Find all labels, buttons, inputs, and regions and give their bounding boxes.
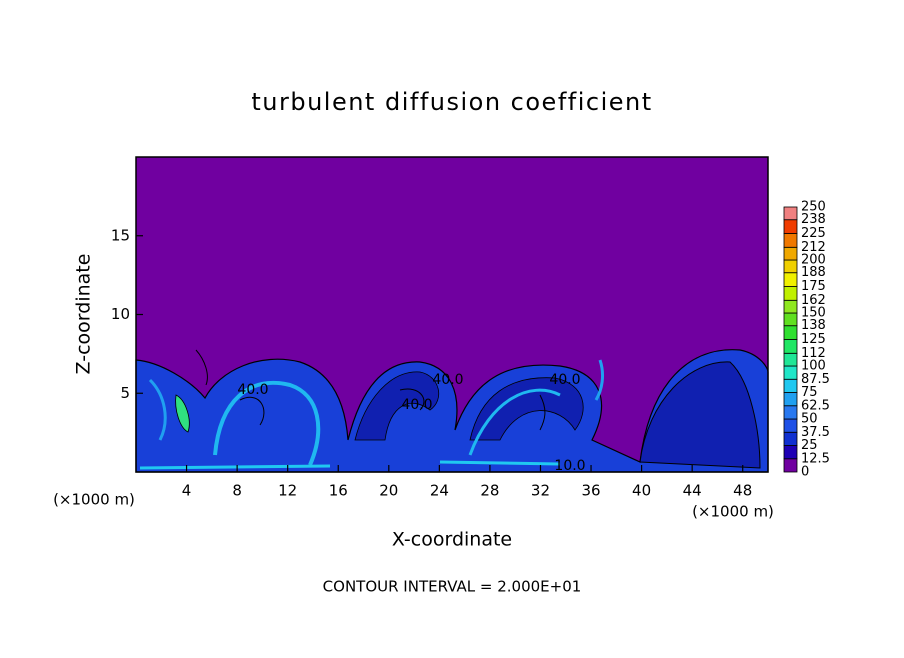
- colorbar-label: 112: [801, 346, 826, 361]
- colorbar-label: 12.5: [801, 451, 830, 466]
- colorbar-label: 87.5: [801, 372, 830, 387]
- colorbar-band: [783, 352, 798, 367]
- y-tick-label: 15: [111, 226, 130, 244]
- field-swirl: [468, 388, 561, 456]
- x-tick-label: 4: [182, 482, 192, 500]
- y-axis-label: Z-coordinate: [73, 254, 95, 375]
- contour-label: 10.0: [554, 458, 585, 474]
- x-tick-label: 32: [531, 482, 550, 500]
- colorbar-band: [783, 431, 798, 446]
- colorbar-label: 100: [801, 359, 826, 374]
- colorbar-label: 37.5: [801, 425, 830, 440]
- colorbar-label: 75: [801, 385, 818, 400]
- field-region: [135, 349, 769, 473]
- field-region: [639, 361, 761, 469]
- colorbar-label: 225: [801, 226, 826, 241]
- x-tick-label: 36: [581, 482, 600, 500]
- colorbar-label: 25: [801, 438, 818, 453]
- colorbar-label: 62.5: [801, 398, 830, 413]
- colorbar-band: [783, 445, 798, 460]
- footer-note: CONTOUR INTERVAL = 2.000E+01: [323, 578, 582, 596]
- x-tick-label: 44: [683, 482, 702, 500]
- colorbar-band: [783, 392, 798, 407]
- x-tick-label: 16: [329, 482, 348, 500]
- colorbar-label: 0: [801, 465, 809, 480]
- field-swirl: [139, 460, 561, 470]
- colorbar-label: 250: [801, 200, 826, 215]
- colorbar-band: [783, 259, 798, 274]
- colorbar-label: 50: [801, 412, 818, 427]
- x-tick-label: 12: [278, 482, 297, 500]
- x-tick-label: 28: [480, 482, 499, 500]
- colorbar-band: [783, 246, 798, 261]
- colorbar-band: [783, 206, 798, 221]
- x-tick-label: 40: [632, 482, 651, 500]
- colorbar-band: [783, 325, 798, 340]
- colorbar-band: [783, 272, 798, 287]
- x-tick-label: 48: [733, 482, 752, 500]
- field: [135, 349, 769, 473]
- chart-title: turbulent diffusion coefficient: [251, 88, 652, 116]
- field-swirl: [148, 359, 605, 441]
- x-axis-label: X-coordinate: [392, 529, 512, 551]
- colorbar-band: [783, 458, 798, 473]
- colorbar-label: 212: [801, 240, 826, 255]
- y-tick-label: 5: [120, 384, 130, 402]
- colorbar-band: [783, 286, 798, 301]
- field-spot: [175, 394, 190, 433]
- colorbar-band: [783, 339, 798, 354]
- contour-label: 40.0: [549, 372, 580, 388]
- field-swirl: [195, 349, 546, 431]
- colorbar-label: 200: [801, 253, 826, 268]
- colorbar-label: 238: [801, 212, 826, 227]
- contour-label: 40.0: [432, 372, 463, 388]
- x-tick-label: 24: [430, 482, 449, 500]
- colorbar-label: 125: [801, 332, 826, 347]
- colorbar-label: 150: [801, 306, 826, 321]
- y-tick-label: 10: [111, 305, 130, 323]
- field-region: [354, 371, 440, 441]
- x-unit-label: (×1000 m): [692, 503, 774, 521]
- colorbar-band: [783, 299, 798, 314]
- x-tick-label: 8: [232, 482, 242, 500]
- contour-label: 40.0: [401, 397, 432, 413]
- colorbar-band: [783, 378, 798, 393]
- x-tick-label: 20: [379, 482, 398, 500]
- colorbar-label: 162: [801, 293, 826, 308]
- colorbar-label: 138: [801, 318, 826, 333]
- colorbar-band: [783, 233, 798, 248]
- colorbar-band: [783, 365, 798, 380]
- colorbar-band: [783, 405, 798, 420]
- colorbar-band: [783, 418, 798, 433]
- colorbar-label: 188: [801, 265, 826, 280]
- x-unit-label: (×1000 m): [53, 491, 135, 509]
- contour-label: 40.0: [237, 382, 268, 398]
- field-swirl: [213, 380, 321, 466]
- colorbar-band: [783, 219, 798, 234]
- colorbar-band: [783, 312, 798, 327]
- colorbar-label: 175: [801, 279, 826, 294]
